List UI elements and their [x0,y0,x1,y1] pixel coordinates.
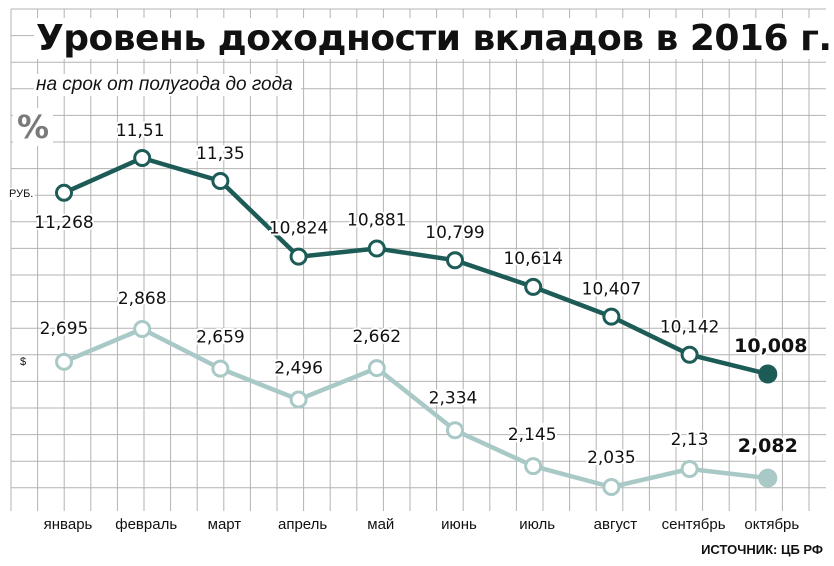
point-rub [602,307,621,326]
x-tick-label: июнь [441,516,477,533]
point-rub [289,247,308,266]
point-usd [367,359,386,378]
series-label-usd: $ [18,356,29,368]
point-usd [55,352,73,371]
data-label-rub: 10,407 [582,280,641,300]
data-label-usd: 2,13 [671,430,709,450]
chart-subtitle: на срок от полугода до года [34,74,301,96]
data-label-rub: 10,799 [425,223,484,243]
data-label-usd: 2,035 [587,448,636,468]
data-label-rub: 10,008 [734,335,807,357]
data-label-usd: 2,334 [429,388,478,408]
x-tick-label: июль [519,516,555,533]
point-rub [211,172,230,191]
data-label-rub: 11,51 [116,121,165,141]
x-tick-label: август [594,516,638,533]
point-usd [289,390,308,409]
x-tick-label: апрель [278,516,327,533]
point-rub [446,251,464,270]
point-usd [211,359,230,378]
data-label-rub: 11,35 [196,144,245,164]
x-tick-label: май [367,516,394,533]
point-rub [680,345,699,364]
data-label-usd: 2,145 [508,425,557,445]
data-label-usd: 2,868 [118,289,167,309]
chart-title: Уровень доходности вкладов в 2016 г. [34,18,834,59]
data-label-rub: 10,142 [660,318,719,338]
point-rub [55,183,73,202]
x-tick-label: январь [44,516,93,533]
data-label-usd: 2,496 [274,359,323,379]
point-rub [367,239,386,258]
line-usd [63,326,769,490]
point-usd [602,478,621,496]
line-rub [63,155,769,377]
unit-label: % [13,108,54,146]
point-rub [758,364,778,384]
data-label-usd: 2,695 [40,319,89,339]
x-tick-label: февраль [115,516,177,533]
data-label-rub: 11,268 [34,213,93,233]
x-tick-label: март [208,516,242,533]
series-label-rub: РУБ. [7,188,36,200]
point-usd [758,468,778,488]
point-usd [680,459,699,478]
data-label-usd: 2,082 [738,435,798,457]
data-label-usd: 2,662 [352,327,401,347]
data-label-usd: 2,659 [196,328,245,348]
x-tick-label: сентябрь [662,516,726,533]
data-label-rub: 10,614 [503,249,562,269]
data-label-rub: 10,824 [269,219,328,239]
source-note: ИСТОЧНИК: ЦБ РФ [698,542,826,557]
point-usd [446,421,464,440]
point-usd [524,457,543,476]
data-label-rub: 10,881 [347,210,406,230]
x-tick-label: октябрь [744,516,799,533]
point-rub [524,277,543,296]
point-rub [133,149,152,167]
point-usd [133,320,152,338]
